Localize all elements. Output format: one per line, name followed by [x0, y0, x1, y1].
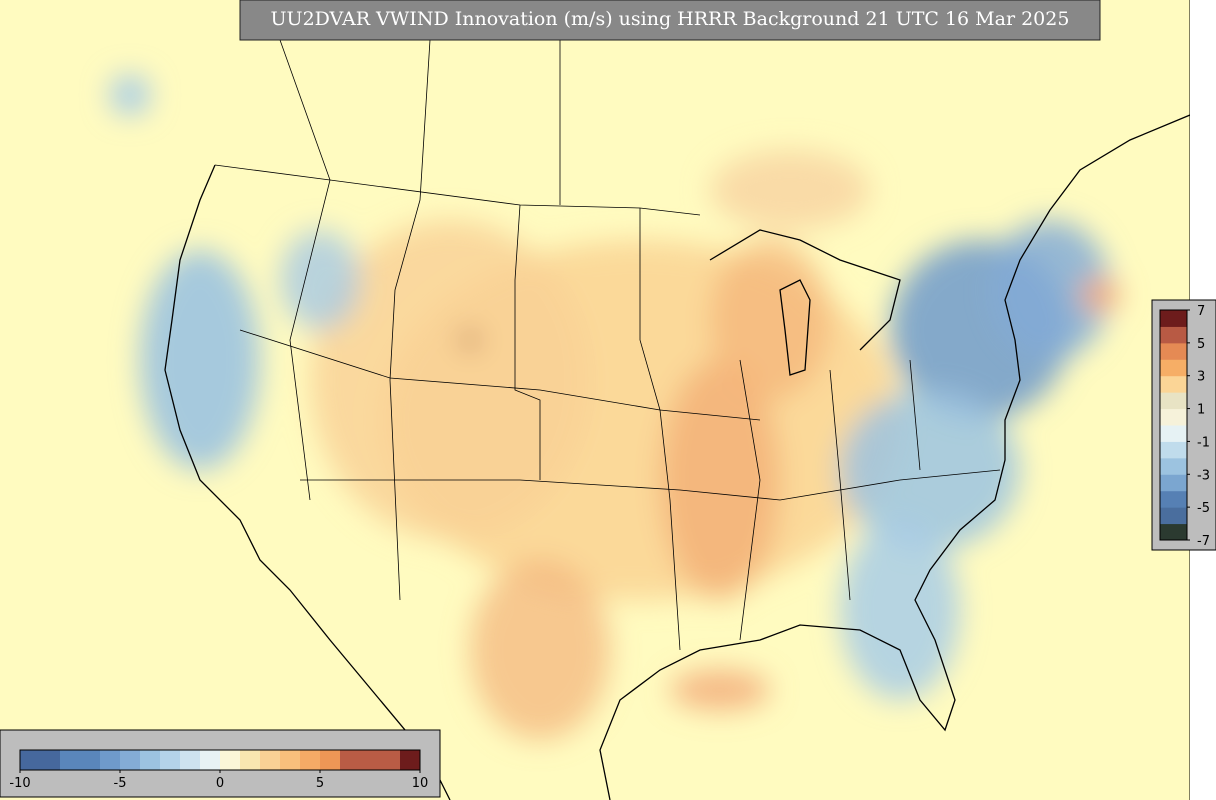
coastlines [164, 114, 1190, 800]
colorbar-segment [400, 750, 421, 770]
colorbar-segment [80, 750, 101, 770]
colorbar-segment [1160, 441, 1187, 459]
colorbar-segment [1160, 375, 1187, 393]
colorbar-tick-label: -5 [1197, 501, 1210, 516]
colorbar-tick-label: 1 [1197, 403, 1205, 418]
colorbar-segment [160, 750, 181, 770]
colorbar-segment [320, 750, 341, 770]
boundaries [214, 39, 1001, 651]
colorbar-segment [340, 750, 361, 770]
colorbar-segment [260, 750, 281, 770]
map [0, 0, 1190, 800]
innovation-field [110, 75, 1120, 740]
colorbar-tick-label: -10 [9, 776, 30, 791]
colorbar-segment [1160, 326, 1187, 344]
colorbar-segment [360, 750, 381, 770]
colorbar-segment [280, 750, 301, 770]
colorbar-segment [200, 750, 221, 770]
colorbar-segment [100, 750, 121, 770]
colorbar-segment [220, 750, 241, 770]
colorbar-tick-label: 10 [412, 776, 429, 791]
colorbar-segment [1160, 310, 1187, 327]
colorbar-segment [240, 750, 261, 770]
colorbar-segment [140, 750, 161, 770]
colorbar-tick-label: -3 [1197, 468, 1210, 483]
title: UU2DVAR VWIND Innovation (m/s) using HRR… [271, 8, 1070, 30]
colorbar-segment [1160, 474, 1187, 492]
colorbar-tick-label: 3 [1197, 370, 1205, 385]
colorbar-segment [1160, 507, 1187, 525]
title-box [239, 0, 1101, 41]
colorbar-segment [1160, 457, 1187, 475]
colorbar-outline [1159, 309, 1188, 541]
colorbar-segment [1160, 359, 1187, 377]
colorbar-segment [20, 750, 41, 770]
colorbar-tick-label: -7 [1197, 534, 1210, 549]
colorbar-segment [60, 750, 81, 770]
colorbar-segment [1160, 523, 1187, 541]
colorbar-tick-label: -5 [114, 776, 127, 791]
colorbar-segment [120, 750, 141, 770]
colorbar-tick-label: 7 [1197, 304, 1205, 319]
colorbar-segment [40, 750, 61, 770]
colorbar-segment [1160, 392, 1187, 410]
colorbar-segment [300, 750, 321, 770]
colorbar-segment [1160, 408, 1187, 426]
colorbar-segment [1160, 425, 1187, 442]
colorbar-segment [380, 750, 401, 770]
colorbar-segment [180, 750, 201, 770]
colorbar-segment [1160, 342, 1187, 360]
colorbar-segment [1160, 490, 1187, 508]
colorbar-tick-label: 5 [316, 776, 324, 791]
colorbar-tick-label: 0 [216, 776, 224, 791]
colorbar-tick-label: -1 [1197, 435, 1210, 450]
colorbar-tick-label: 5 [1197, 337, 1205, 352]
